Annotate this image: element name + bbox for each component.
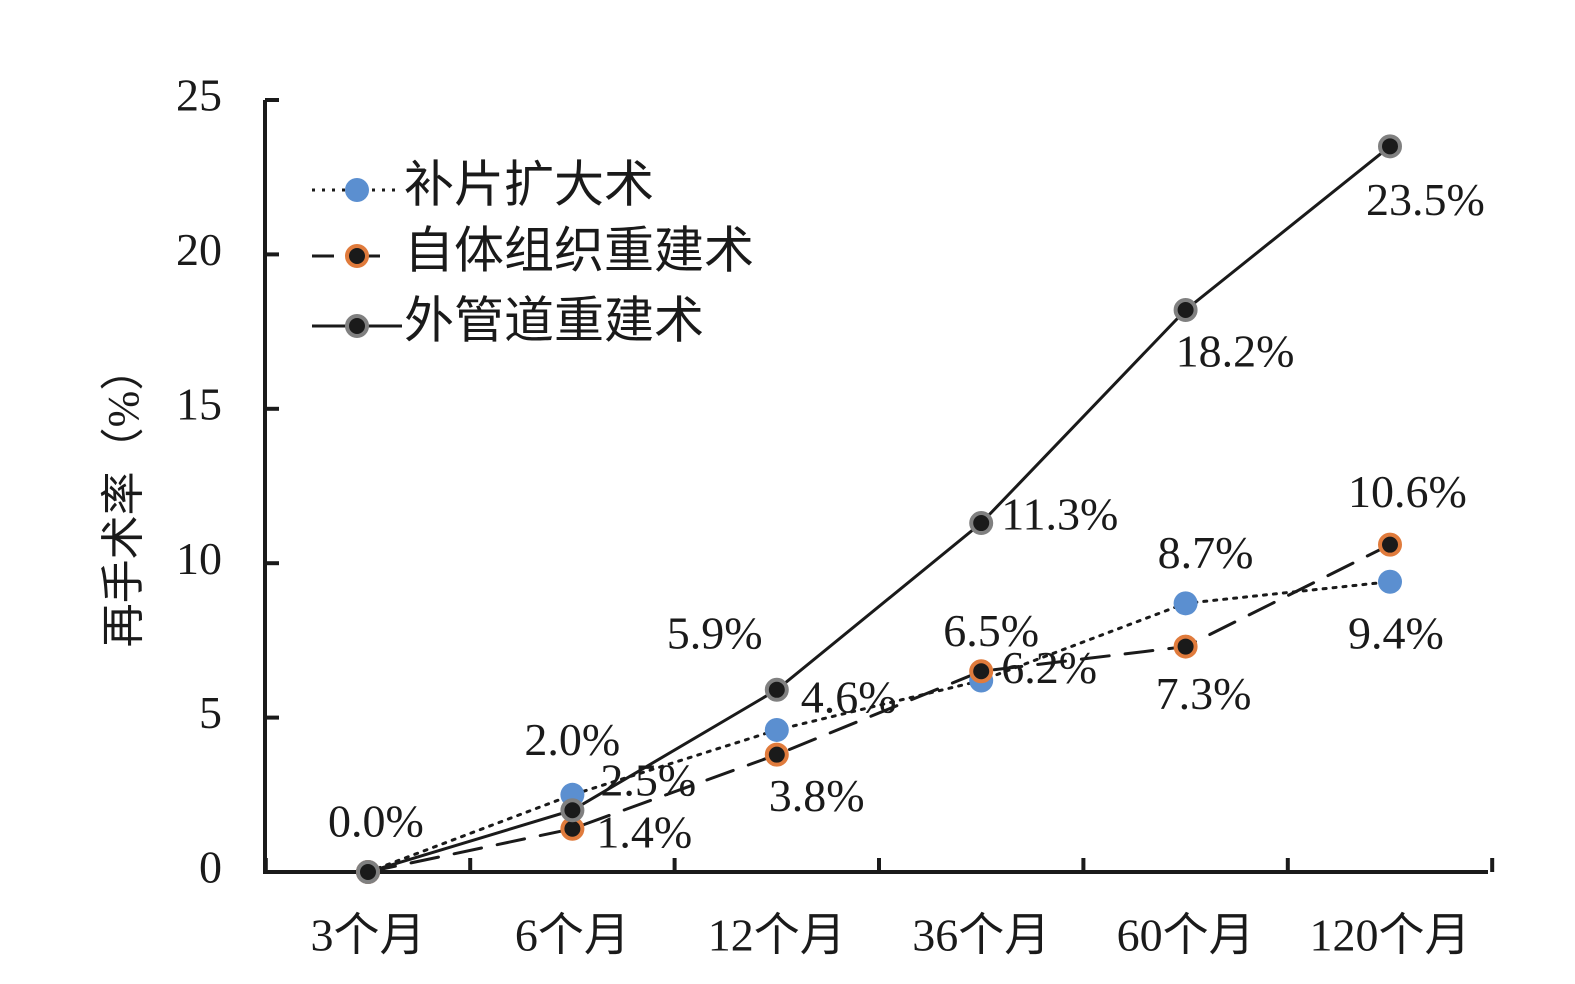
data-label: 3.8% <box>769 770 865 821</box>
series-markers <box>356 134 1402 884</box>
x-tick-label: 3个月 <box>311 910 426 961</box>
series-0-point <box>1378 569 1402 594</box>
x-tick-label: 6个月 <box>515 910 630 961</box>
series-line-1 <box>366 543 1392 874</box>
x-tick-label: 36个月 <box>912 910 1050 961</box>
data-label: 6.5% <box>943 605 1039 656</box>
data-label: 4.6% <box>801 672 897 723</box>
series-2-point <box>1378 134 1402 159</box>
legend-marker-1 <box>345 244 369 268</box>
data-label: 23.5% <box>1366 174 1485 225</box>
series-lines <box>366 144 1392 874</box>
series-1-point <box>1378 532 1402 557</box>
axes: 0 5 10 15 20 25 3个月 6个月 12个月 36个月 60个月 120个月 <box>176 70 1495 961</box>
series-0-point <box>1173 591 1198 616</box>
data-label: 1.4% <box>596 806 692 857</box>
series-line-0 <box>366 580 1392 874</box>
y-tick-label: 25 <box>176 70 222 121</box>
data-label: 18.2% <box>1176 326 1295 377</box>
data-label: 2.0% <box>524 714 620 765</box>
y-tick-label: 15 <box>176 378 222 429</box>
data-label: 10.6% <box>1348 466 1467 517</box>
data-label: 5.9% <box>667 607 763 658</box>
y-axis-label: 再手术率（%） <box>99 347 148 648</box>
y-tick-label: 10 <box>176 533 222 584</box>
series-2-point <box>560 798 585 823</box>
data-label: 11.3% <box>1001 489 1118 540</box>
series-1-point <box>764 742 789 767</box>
data-label: 0.0% <box>328 796 424 847</box>
x-tick-label: 120个月 <box>1310 910 1471 961</box>
data-label: 8.7% <box>1158 527 1254 578</box>
series-2-point <box>356 860 380 884</box>
legend-label-0: 补片扩大术 <box>404 156 654 212</box>
series-2-point <box>764 677 789 702</box>
y-tick-label: 5 <box>199 687 222 738</box>
data-label: 7.3% <box>1156 668 1252 719</box>
data-label: 2.5% <box>600 754 696 805</box>
data-label: 6.2% <box>1001 642 1097 693</box>
data-labels: 2.5% 4.6% 6.2% 8.7% 9.4% 1.4% 3.8% 6.5% 7.3% 10.6… <box>328 174 1485 857</box>
series-line-2 <box>366 144 1392 874</box>
data-label: 9.4% <box>1348 607 1444 658</box>
y-tick-label: 0 <box>199 842 222 893</box>
legend-label-1: 自体组织重建术 <box>404 222 754 278</box>
legend-marker-0 <box>345 178 369 202</box>
series-1-point <box>969 659 994 684</box>
y-tick-label: 20 <box>176 224 222 275</box>
series-1-point <box>1173 634 1198 659</box>
series-0-point <box>764 717 789 742</box>
x-tick-label: 60个月 <box>1117 910 1255 961</box>
series-2-point <box>969 511 994 536</box>
x-tick-label: 12个月 <box>708 910 846 961</box>
series-2-point <box>1173 297 1198 322</box>
legend-marker-2 <box>345 314 369 338</box>
legend-label-2: 外管道重建术 <box>404 292 704 348</box>
